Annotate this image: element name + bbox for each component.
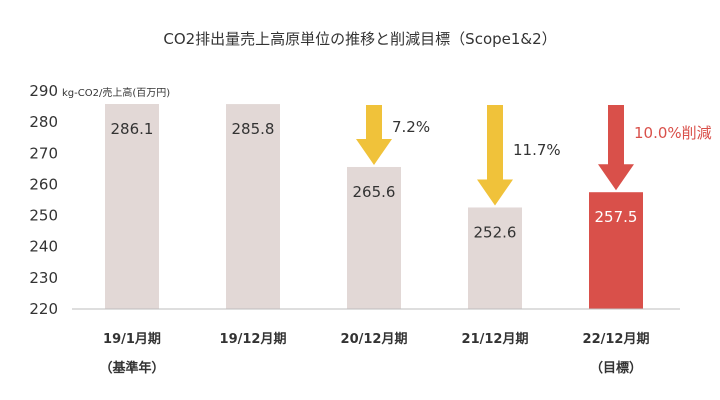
bar-21/12月期 (468, 207, 522, 309)
bar-value-label: 285.8 (232, 120, 275, 138)
y-tick-label: 220 (29, 300, 58, 318)
reduction-percent-label: 7.2% (392, 118, 430, 136)
x-sub-label: （基準年） (99, 360, 164, 376)
x-category-label: 21/12月期 (462, 332, 529, 347)
bar-value-label: 252.6 (474, 223, 517, 241)
bar-20/12月期 (347, 166, 401, 309)
reduction-arrow-icon (477, 105, 513, 206)
y-tick-label: 230 (29, 269, 58, 287)
y-tick-label: 250 (29, 207, 58, 225)
bar-22/12月期 (589, 192, 643, 309)
x-sub-label: （目標） (590, 360, 642, 376)
y-tick-label: 240 (29, 238, 58, 256)
y-tick-label: 280 (29, 113, 58, 131)
reduction-percent-label: 10.0%削減 (634, 124, 712, 142)
x-category-label: 19/1月期 (103, 332, 161, 347)
y-tick-label: 290 (29, 82, 58, 100)
bar-value-label: 257.5 (595, 208, 638, 226)
reduction-arrow-icon (598, 105, 634, 191)
y-unit-label: kg-CO2/売上高(百万円) (62, 86, 170, 99)
y-axis-ticks: 220 230 240 250 260 270 280 290 (29, 82, 58, 318)
x-category-label: 19/12月期 (220, 332, 287, 347)
x-category-label: 20/12月期 (341, 332, 408, 347)
bars: 286.1 285.8 265.6 252.6 257.5 (105, 104, 643, 309)
chart-title: CO2排出量売上高原単位の推移と削減目標（Scope1&2） (163, 30, 556, 48)
bar-19/12月期 (226, 104, 280, 309)
reduction-arrows: 7.2% 11.7% 10.0%削減 (356, 105, 712, 206)
x-axis-labels: 19/1月期 （基準年） 19/12月期 20/12月期 21/12月期 22/12月期 （… (99, 332, 649, 376)
y-tick-label: 260 (29, 175, 58, 193)
reduction-arrow-icon (356, 105, 392, 165)
reduction-percent-label: 11.7% (513, 141, 561, 159)
y-tick-label: 270 (29, 144, 58, 162)
x-category-label: 22/12月期 (583, 332, 650, 347)
bar-value-label: 286.1 (111, 120, 154, 138)
bar-value-label: 265.6 (353, 183, 396, 201)
bar-19/1月期 (105, 104, 159, 309)
